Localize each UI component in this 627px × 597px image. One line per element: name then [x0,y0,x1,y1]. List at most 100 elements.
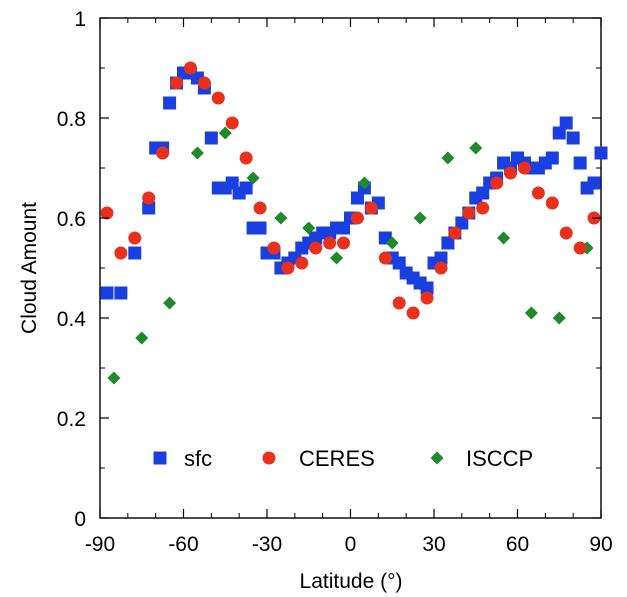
legend-marker-ceres [262,451,276,465]
sfc-point [413,276,427,290]
ceres-point [545,196,559,210]
ceres-point [559,226,573,240]
sfc-point [114,286,128,300]
isccp-point [385,236,399,250]
legend-label-isccp: ISCCP [466,446,533,471]
sfc-point [246,221,260,235]
ceres-point [100,206,114,220]
ceres-point [156,146,170,160]
sfc-point [552,126,566,140]
isccp-point [413,211,427,225]
ceres-point [490,176,504,190]
legend-marker-isccp [430,451,444,465]
sfc-point [399,266,413,280]
sfc-point [316,226,330,240]
ceres-point [420,291,434,305]
sfc-point [511,151,524,165]
sfc-point [559,116,573,130]
ceres-point [323,236,337,250]
series-sfc [100,66,608,300]
ceres-point [183,61,197,75]
x-tick-label: 30 [422,533,445,556]
ceres-point [114,246,128,260]
sfc-point [142,201,156,215]
ceres-point [517,161,531,175]
sfc-point [330,221,344,235]
isccp-point [441,151,455,165]
sfc-point [441,236,455,250]
ceres-point [267,241,281,255]
ceres-point [434,261,448,275]
ceres-point [476,201,490,215]
sfc-point [594,146,608,160]
ceres-point [225,116,239,130]
ceres-point [531,186,545,200]
isccp-point [552,311,566,325]
sfc-point [128,246,142,260]
isccp-point [357,176,371,190]
axes: -90 -60 -30 0 30 60 90 0 0.2 0.4 0.6 0.8 1 [57,8,613,556]
isccp-point [497,231,511,245]
ceres-point [253,201,267,215]
x-tick-label: -60 [168,533,198,556]
sfc-point [218,181,232,195]
ceres-point [170,76,184,90]
isccp-point [107,371,121,385]
ceres-point [378,251,392,265]
ceres-point [364,201,378,215]
sfc-point [204,131,218,145]
y-axis-title: Cloud Amount [18,202,41,334]
y-tick-label: 0.6 [57,208,86,231]
ceres-point [295,256,309,270]
sfc-point [350,191,364,205]
y-tick-label: 0.4 [57,308,87,331]
sfc-point [100,286,114,300]
isccp-point [246,171,260,185]
legend-marker-sfc [153,451,167,465]
series-isccp [107,126,594,385]
x-axis-title: Latitude (°) [300,570,403,593]
y-tick-label: 0.8 [57,108,86,131]
sfc-point [469,191,483,205]
isccp-point [302,221,316,235]
legend: sfc CERES ISCCP [153,446,533,471]
sfc-point [455,216,469,230]
ceres-point [350,211,364,225]
ceres-point [197,76,211,90]
isccp-point [218,126,232,140]
ceres-point [239,151,253,165]
ceres-point [211,91,225,105]
ceres-point [448,226,462,240]
sfc-point [538,156,552,170]
plot-frame [99,17,602,519]
isccp-point [330,251,344,265]
ceres-point [573,241,587,255]
y-tick-label: 0 [74,508,86,531]
data-marks [100,61,608,385]
ceres-point [406,306,420,320]
ceres-point [504,166,518,180]
plot-area [99,17,602,519]
ceres-point [281,261,295,275]
sfc-point [497,156,511,170]
isccp-point [190,146,204,160]
ceres-point [309,241,323,255]
isccp-point [524,306,538,320]
ceres-point [142,191,156,205]
isccp-point [135,331,149,345]
sfc-point [163,96,177,110]
x-tick-label: 60 [506,533,529,556]
y-tick-label: 0.2 [57,408,86,431]
isccp-point [163,296,177,310]
ceres-point [337,236,351,250]
sfc-point [580,181,594,195]
legend-label-ceres: CERES [299,446,375,471]
x-tick-label: -90 [85,533,115,556]
x-tick-label: 90 [589,533,612,556]
ceres-point [392,296,406,310]
ceres-point [462,206,476,220]
x-tick-label: 0 [345,533,357,556]
sfc-point [573,156,587,170]
x-tick-label: -30 [252,533,282,556]
